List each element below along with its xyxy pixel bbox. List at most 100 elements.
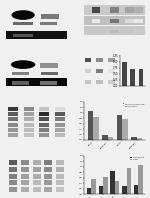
Bar — [92, 19, 100, 23]
Bar — [24, 112, 34, 116]
Bar — [87, 188, 91, 194]
Bar — [39, 107, 49, 111]
Bar — [92, 30, 100, 33]
Bar — [130, 69, 135, 86]
Bar — [33, 167, 40, 172]
Bar — [12, 72, 29, 75]
Bar — [102, 135, 108, 140]
Bar — [56, 187, 64, 192]
Bar — [96, 58, 103, 62]
Bar — [108, 137, 113, 140]
Bar — [40, 63, 58, 68]
Bar — [110, 171, 115, 194]
Bar — [9, 174, 17, 179]
Bar — [108, 58, 115, 62]
Bar — [9, 180, 17, 185]
Bar — [44, 180, 52, 185]
Bar — [8, 133, 18, 137]
Bar — [125, 19, 134, 23]
Bar — [122, 62, 126, 86]
Bar — [55, 123, 65, 127]
Bar — [117, 115, 122, 140]
Bar — [108, 69, 115, 73]
Bar — [13, 22, 33, 26]
Bar — [6, 31, 67, 39]
Bar — [39, 128, 49, 132]
Bar — [139, 69, 143, 86]
Bar — [110, 19, 119, 23]
Bar — [8, 112, 18, 116]
Bar — [87, 111, 93, 140]
Bar — [56, 180, 64, 185]
Bar — [39, 112, 49, 116]
Bar — [8, 107, 18, 111]
Bar — [21, 174, 29, 179]
Bar — [84, 5, 146, 15]
Bar — [21, 187, 29, 192]
Bar — [39, 117, 49, 121]
Bar — [8, 117, 18, 121]
Legend: WT-siCon/CDC64 WB, WT-siCon/MYC: WT-siCon/CDC64 WB, WT-siCon/MYC — [123, 103, 145, 107]
Legend: T-Chk-pS345, T-Chk1: T-Chk-pS345, T-Chk1 — [130, 157, 145, 160]
Bar — [125, 8, 134, 13]
Bar — [40, 81, 57, 85]
Bar — [56, 160, 64, 165]
Bar — [24, 123, 34, 127]
Bar — [44, 160, 52, 165]
Bar — [122, 120, 128, 140]
Bar — [91, 179, 96, 194]
Bar — [8, 128, 18, 132]
Bar — [85, 80, 91, 84]
Bar — [9, 167, 17, 172]
Bar — [44, 187, 52, 192]
Bar — [21, 167, 29, 172]
Bar — [8, 123, 18, 127]
Bar — [21, 180, 29, 185]
Bar — [55, 107, 65, 111]
Bar — [13, 34, 33, 37]
Bar — [33, 187, 40, 192]
Bar — [55, 117, 65, 121]
Bar — [9, 187, 17, 192]
Bar — [24, 117, 34, 121]
Bar — [55, 128, 65, 132]
Bar — [138, 166, 143, 194]
Bar — [115, 181, 119, 194]
Bar — [33, 180, 40, 185]
Bar — [44, 167, 52, 172]
Bar — [33, 160, 40, 165]
Bar — [24, 128, 34, 132]
Bar — [127, 168, 131, 194]
Bar — [84, 16, 146, 26]
Bar — [24, 107, 34, 111]
Bar — [93, 117, 99, 140]
Bar — [33, 174, 40, 179]
Bar — [110, 8, 119, 13]
Bar — [39, 123, 49, 127]
Bar — [125, 30, 134, 33]
Bar — [96, 69, 103, 73]
Bar — [108, 80, 115, 84]
Bar — [55, 112, 65, 116]
Bar — [24, 133, 34, 137]
Bar — [134, 185, 138, 194]
Bar — [92, 8, 100, 13]
Ellipse shape — [11, 60, 35, 69]
Bar — [135, 30, 143, 33]
Bar — [103, 177, 108, 194]
Bar — [110, 30, 119, 33]
Bar — [137, 138, 142, 140]
Bar — [84, 27, 146, 35]
Bar — [39, 133, 49, 137]
Bar — [56, 174, 64, 179]
Bar — [131, 137, 137, 140]
Bar — [55, 133, 65, 137]
Bar — [9, 160, 17, 165]
Bar — [6, 78, 67, 86]
Bar — [122, 186, 127, 194]
Bar — [56, 167, 64, 172]
Bar — [12, 81, 29, 85]
Bar — [135, 8, 143, 13]
Bar — [135, 19, 143, 23]
Bar — [44, 174, 52, 179]
